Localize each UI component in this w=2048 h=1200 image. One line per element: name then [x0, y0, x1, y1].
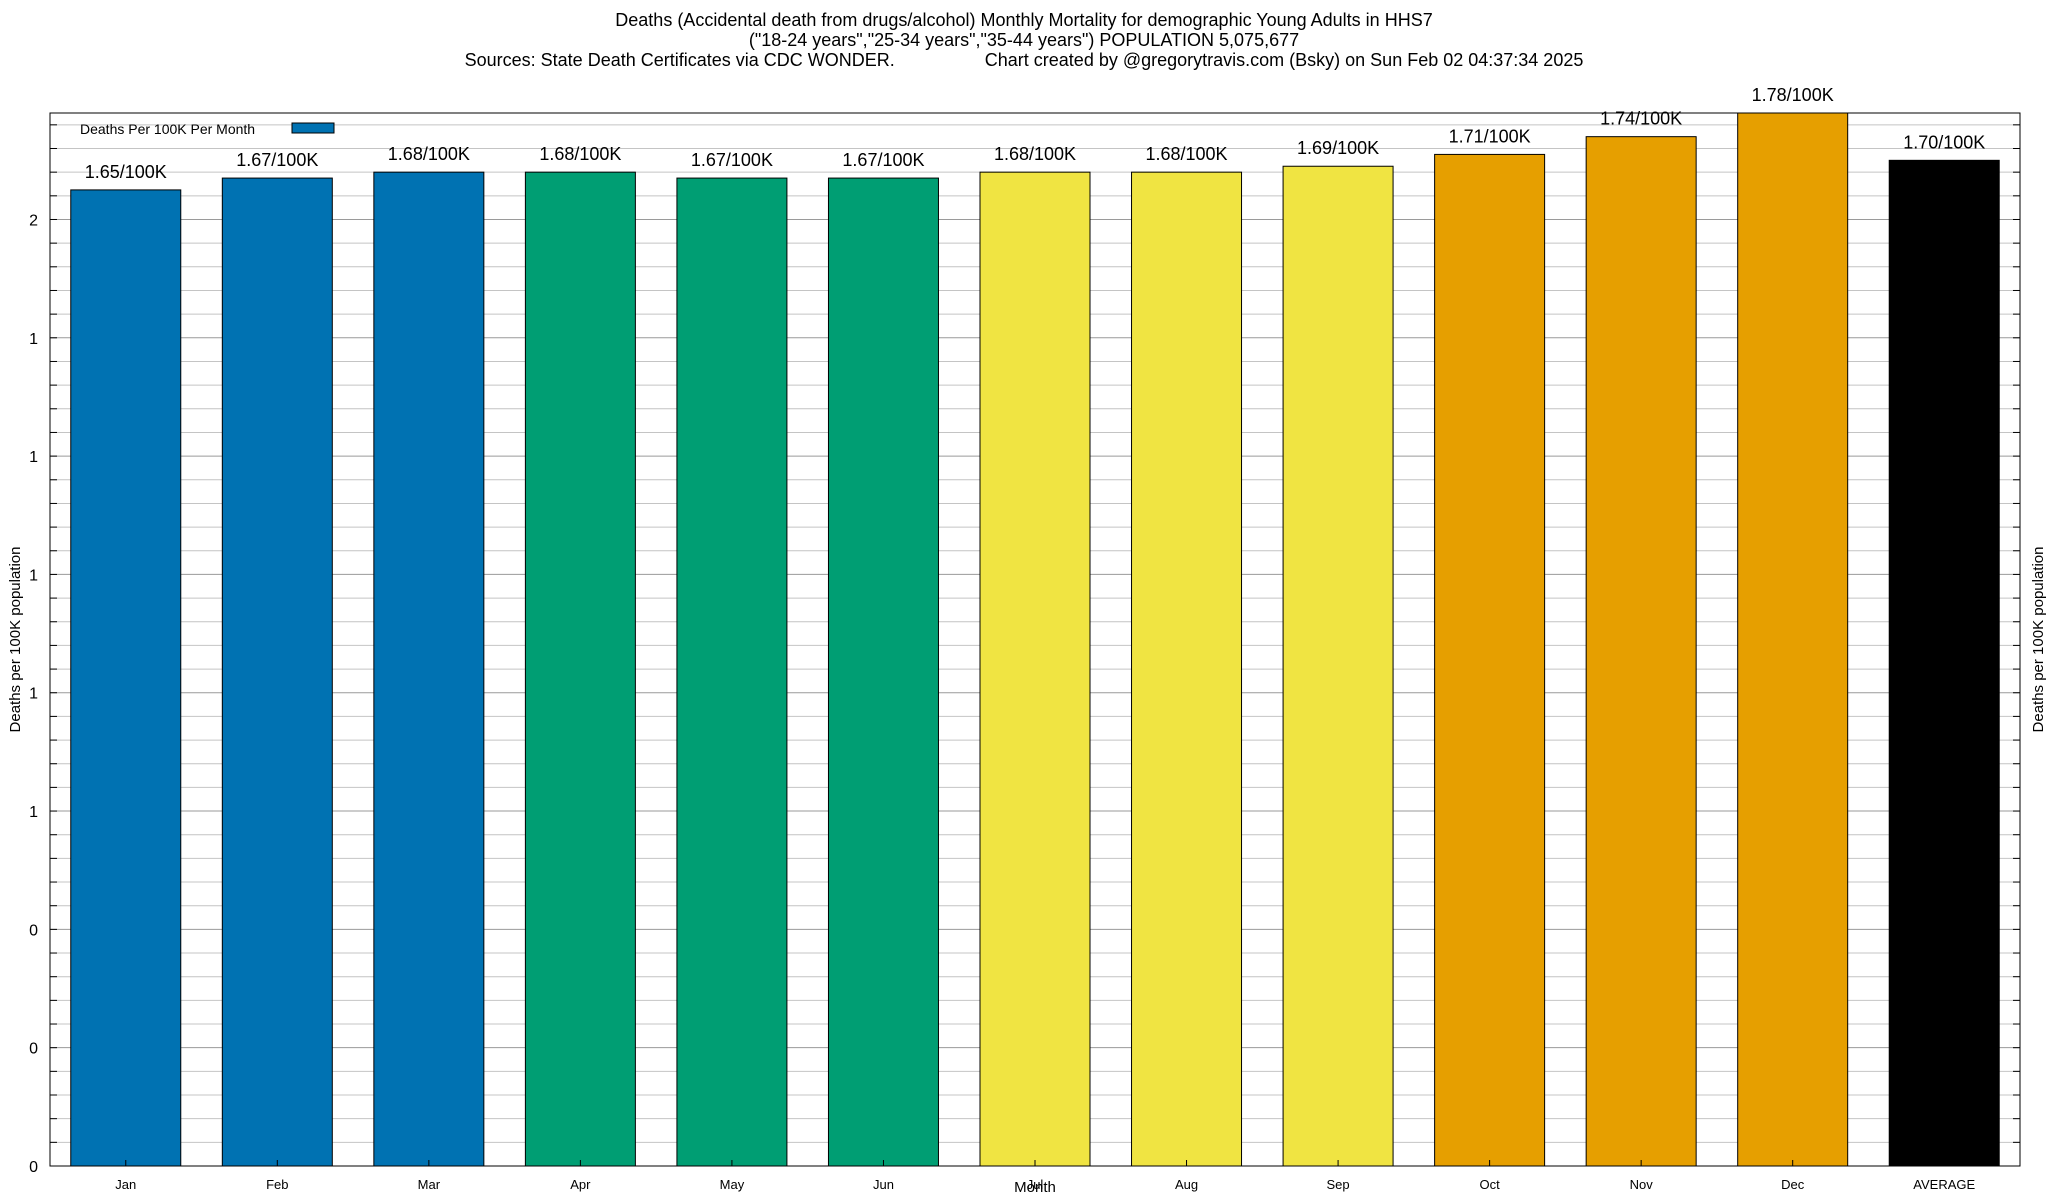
- x-tick-label: Mar: [418, 1177, 441, 1192]
- plot-frame: [49, 112, 2021, 1167]
- x-tick-label: AVERAGE: [1913, 1177, 1975, 1192]
- bar-value-labels: 1.65/100K 1.67/100K 1.68/100K 1.68/100K 1.67…: [85, 85, 1986, 182]
- bar-value-label: 1.68/100K: [388, 144, 470, 164]
- bar-sep: [1282, 165, 1394, 1167]
- y-tick-label: 1: [29, 567, 38, 584]
- y-tick-label: 1: [29, 804, 38, 821]
- x-tick-label: Jun: [873, 1177, 894, 1192]
- bar-mar: [373, 171, 485, 1167]
- x-axis-ticks: Jan Feb Mar Apr May Jun Jul Aug Sep Oct Nov Dec AVER…: [115, 1160, 1976, 1192]
- y-tick-label: 2: [29, 212, 38, 229]
- bar-value-label: 1.69/100K: [1297, 138, 1379, 158]
- x-tick-label: Apr: [570, 1177, 591, 1192]
- bar-nov: [1585, 136, 1697, 1167]
- y-tick-label: 0: [29, 1159, 38, 1176]
- bar-aug: [1131, 171, 1243, 1167]
- y-axis-label-right: Deaths per 100K population: [2030, 547, 2047, 733]
- y-tick-label: 0: [29, 922, 38, 939]
- y-tick-label: 1: [29, 331, 38, 348]
- y-axis-label-left: Deaths per 100K population: [7, 547, 24, 733]
- bar-jun: [827, 177, 939, 1167]
- x-tick-label: May: [720, 1177, 745, 1192]
- x-tick-label: Aug: [1175, 1177, 1198, 1192]
- bar-oct: [1434, 153, 1546, 1167]
- bar-may: [676, 177, 788, 1167]
- x-tick-label: Sep: [1327, 1177, 1350, 1192]
- x-axis-label: Month: [1014, 1179, 1056, 1196]
- chart-subtitle: ("18-24 years","25-34 years","35-44 year…: [749, 30, 1299, 50]
- x-tick-label: Oct: [1479, 1177, 1500, 1192]
- y-tick-label: 1: [29, 686, 38, 703]
- x-tick-label: Jul: [1027, 1177, 1044, 1192]
- x-tick-label: Nov: [1630, 1177, 1654, 1192]
- y-axis-ticks: 0 0 0 1 1 1 1 1 2: [29, 212, 38, 1176]
- bar-average: [1888, 159, 2000, 1167]
- chart-sources-line: Sources: State Death Certificates via CD…: [465, 50, 1584, 70]
- legend-label: Deaths Per 100K Per Month: [80, 121, 255, 137]
- bar-value-label: 1.68/100K: [539, 144, 621, 164]
- bar-jan: [70, 189, 182, 1167]
- bar-value-label: 1.78/100K: [1752, 85, 1834, 105]
- bar-feb: [221, 177, 333, 1167]
- bar-value-label: 1.67/100K: [691, 150, 773, 170]
- bar-value-label: 1.68/100K: [994, 144, 1076, 164]
- bar-value-label: 1.71/100K: [1449, 126, 1531, 146]
- bar-value-label: 1.67/100K: [842, 150, 924, 170]
- legend-swatch: [291, 122, 335, 134]
- bar-value-label: 1.67/100K: [236, 150, 318, 170]
- bar-dec: [1737, 112, 1849, 1167]
- bar-jul: [979, 171, 1091, 1167]
- bar-value-label: 1.74/100K: [1600, 109, 1682, 129]
- chart-title-block: Deaths (Accidental death from drugs/alco…: [465, 10, 1584, 70]
- x-tick-label: Feb: [266, 1177, 288, 1192]
- bar-value-label: 1.65/100K: [85, 162, 167, 182]
- y-tick-label: 0: [29, 1041, 38, 1058]
- y-tick-label: 1: [29, 449, 38, 466]
- bar-value-label: 1.68/100K: [1145, 144, 1227, 164]
- legend: Deaths Per 100K Per Month: [80, 121, 335, 137]
- chart-title: Deaths (Accidental death from drugs/alco…: [615, 10, 1432, 30]
- x-tick-label: Jan: [115, 1177, 136, 1192]
- bars: [70, 112, 2000, 1167]
- x-tick-label: Dec: [1781, 1177, 1805, 1192]
- bar-apr: [524, 171, 636, 1167]
- bar-value-label: 1.70/100K: [1903, 132, 1985, 152]
